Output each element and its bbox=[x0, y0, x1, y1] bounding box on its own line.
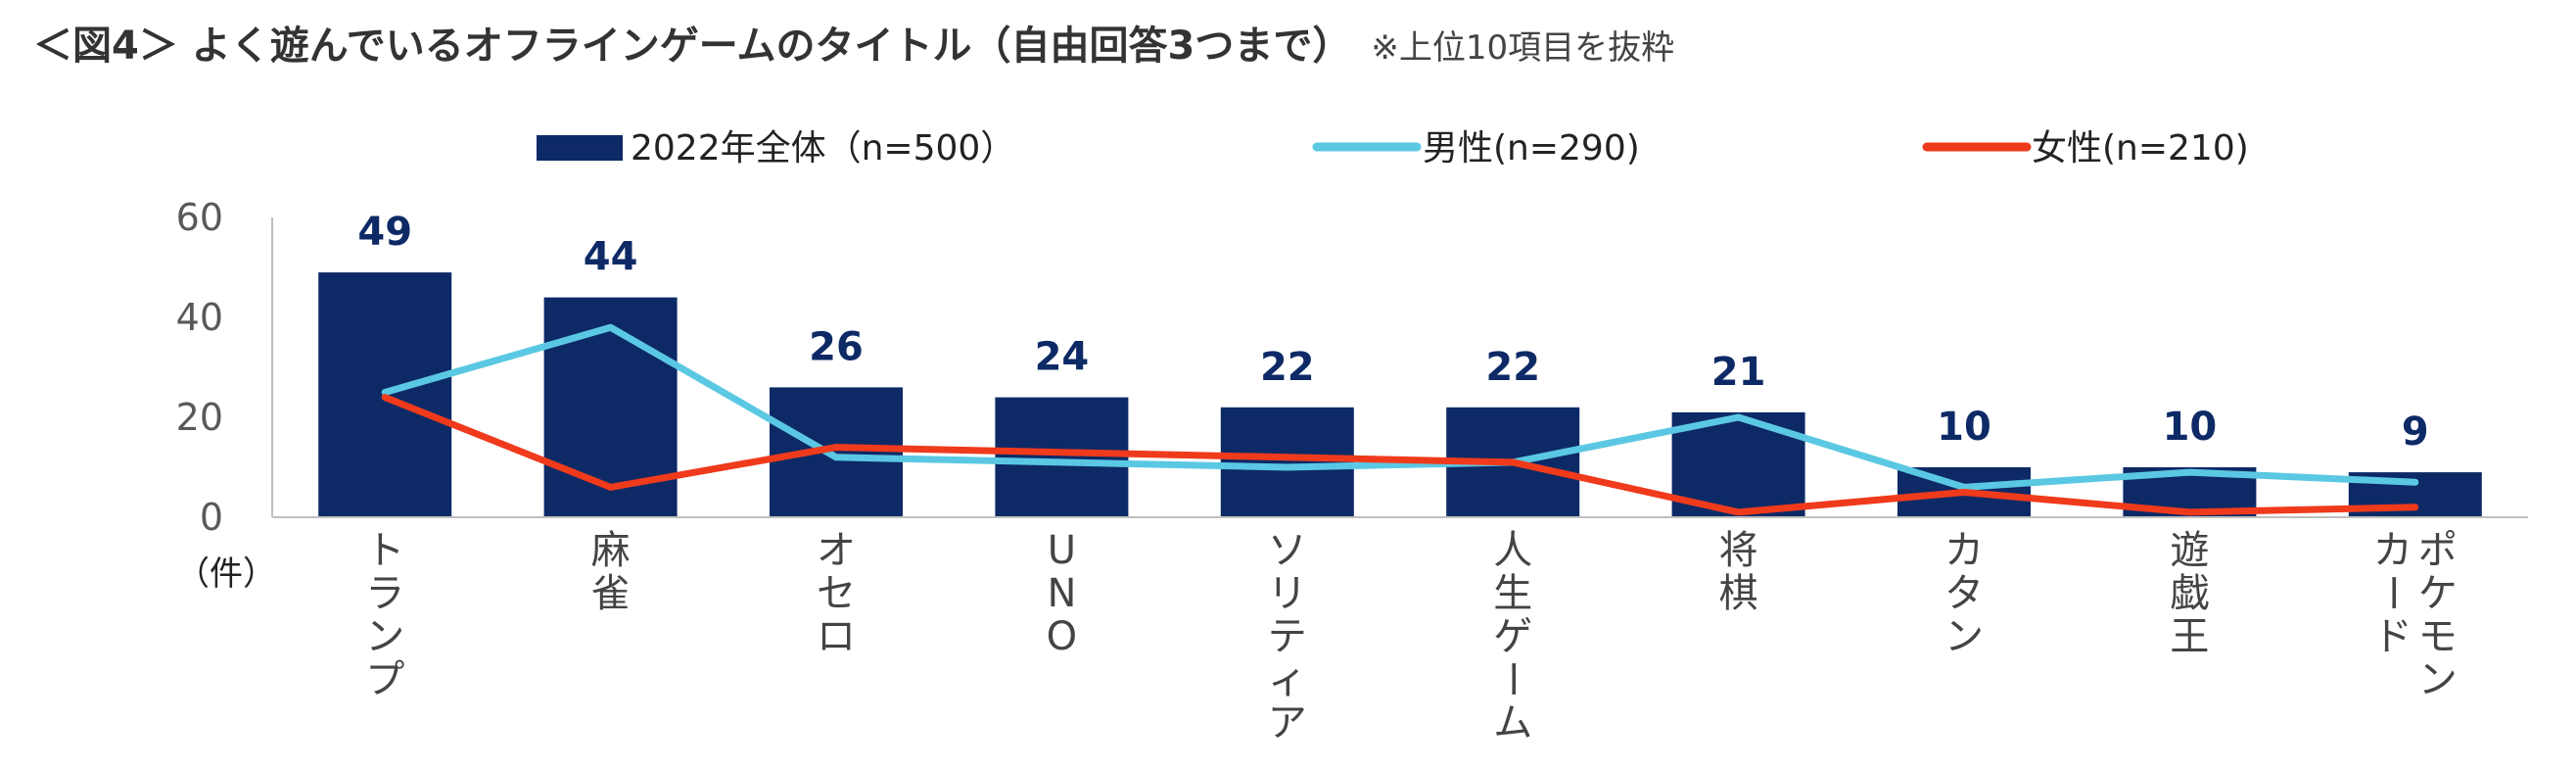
category-label-char: N bbox=[1047, 571, 1076, 616]
data-label: 21 bbox=[1711, 350, 1766, 395]
data-label: 10 bbox=[2163, 405, 2218, 450]
category-label-char: ン bbox=[1944, 614, 1984, 659]
category-label-char: モ bbox=[2418, 614, 2458, 659]
category-label-char: ト bbox=[365, 528, 404, 573]
series-line-male bbox=[381, 323, 2419, 491]
category-label-char: ド bbox=[2373, 614, 2412, 659]
category-label-char: ゲ bbox=[1493, 614, 1532, 659]
category-label-char: ケ bbox=[2418, 571, 2458, 616]
category-label-char: ラ bbox=[365, 571, 404, 616]
chart-title-block: ＜図4＞ よく遊んでいるオフラインゲームのタイトル（自由回答3つまで） ※上位10… bbox=[33, 14, 1674, 71]
legend-swatch-total bbox=[537, 135, 623, 161]
data-label: 24 bbox=[1035, 335, 1090, 380]
data-label: 9 bbox=[2402, 409, 2429, 455]
category-label-char: タ bbox=[1944, 571, 1984, 616]
category-label-char: 人 bbox=[1493, 528, 1532, 573]
data-label: 22 bbox=[1485, 345, 1540, 390]
category-label-char: セ bbox=[817, 571, 856, 616]
legend-label-total: 2022年全体（n=500） bbox=[631, 128, 1015, 168]
series-line-female bbox=[381, 394, 2419, 516]
category-label-char: ィ bbox=[1268, 657, 1307, 702]
category-label-char: 王 bbox=[2170, 614, 2209, 659]
category-label-char: ン bbox=[365, 614, 404, 659]
category-label-char: カ bbox=[2373, 528, 2412, 573]
legend-label-female: 女性(n=210) bbox=[2032, 128, 2249, 168]
category-label-char: ー bbox=[1489, 659, 1534, 698]
category-label-char: ー bbox=[2369, 573, 2414, 612]
data-label: 49 bbox=[357, 210, 412, 255]
bar bbox=[1220, 407, 1354, 517]
data-label: 44 bbox=[584, 235, 638, 280]
category-label-char: 将 bbox=[1719, 528, 1758, 573]
bar bbox=[995, 397, 1129, 517]
y-tick-label: 0 bbox=[200, 496, 223, 539]
category-label-char: リ bbox=[1268, 571, 1307, 616]
category-label-char: テ bbox=[1268, 614, 1307, 659]
category-label-char: オ bbox=[817, 528, 856, 573]
y-tick-label: 40 bbox=[176, 296, 223, 339]
category-label-char: ソ bbox=[1268, 528, 1307, 573]
category-label-char: ロ bbox=[817, 614, 856, 659]
category-label-char: ン bbox=[2418, 657, 2458, 702]
category-label-char: ム bbox=[1493, 700, 1532, 745]
chart-subtitle: ※上位10項目を抜粋 bbox=[1371, 28, 1675, 68]
category-label-char: プ bbox=[365, 657, 404, 702]
category-label-char: O bbox=[1047, 614, 1077, 659]
chart-title: ＜図4＞ よく遊んでいるオフラインゲームのタイトル（自由回答3つまで） bbox=[33, 24, 1352, 69]
data-label: 26 bbox=[809, 324, 864, 369]
category-label-char: 棋 bbox=[1719, 571, 1758, 616]
category-label-char: 遊 bbox=[2170, 528, 2209, 573]
data-label: 22 bbox=[1260, 345, 1315, 390]
y-tick-label: 60 bbox=[176, 196, 223, 239]
y-unit-label: （件） bbox=[176, 554, 276, 594]
category-label-char: ア bbox=[1268, 700, 1307, 745]
category-label-char: 雀 bbox=[591, 571, 631, 616]
category-label-char: 麻 bbox=[591, 528, 631, 573]
category-label-char: U bbox=[1048, 528, 1076, 573]
legend-label-male: 男性(n=290) bbox=[1423, 128, 1640, 168]
category-label-char: ポ bbox=[2418, 528, 2458, 573]
category-label-char: 戯 bbox=[2170, 571, 2209, 616]
data-label: 10 bbox=[1937, 405, 1991, 450]
y-tick-label: 20 bbox=[176, 396, 223, 439]
category-label-char: カ bbox=[1944, 528, 1984, 573]
category-label-char: 生 bbox=[1493, 571, 1532, 616]
